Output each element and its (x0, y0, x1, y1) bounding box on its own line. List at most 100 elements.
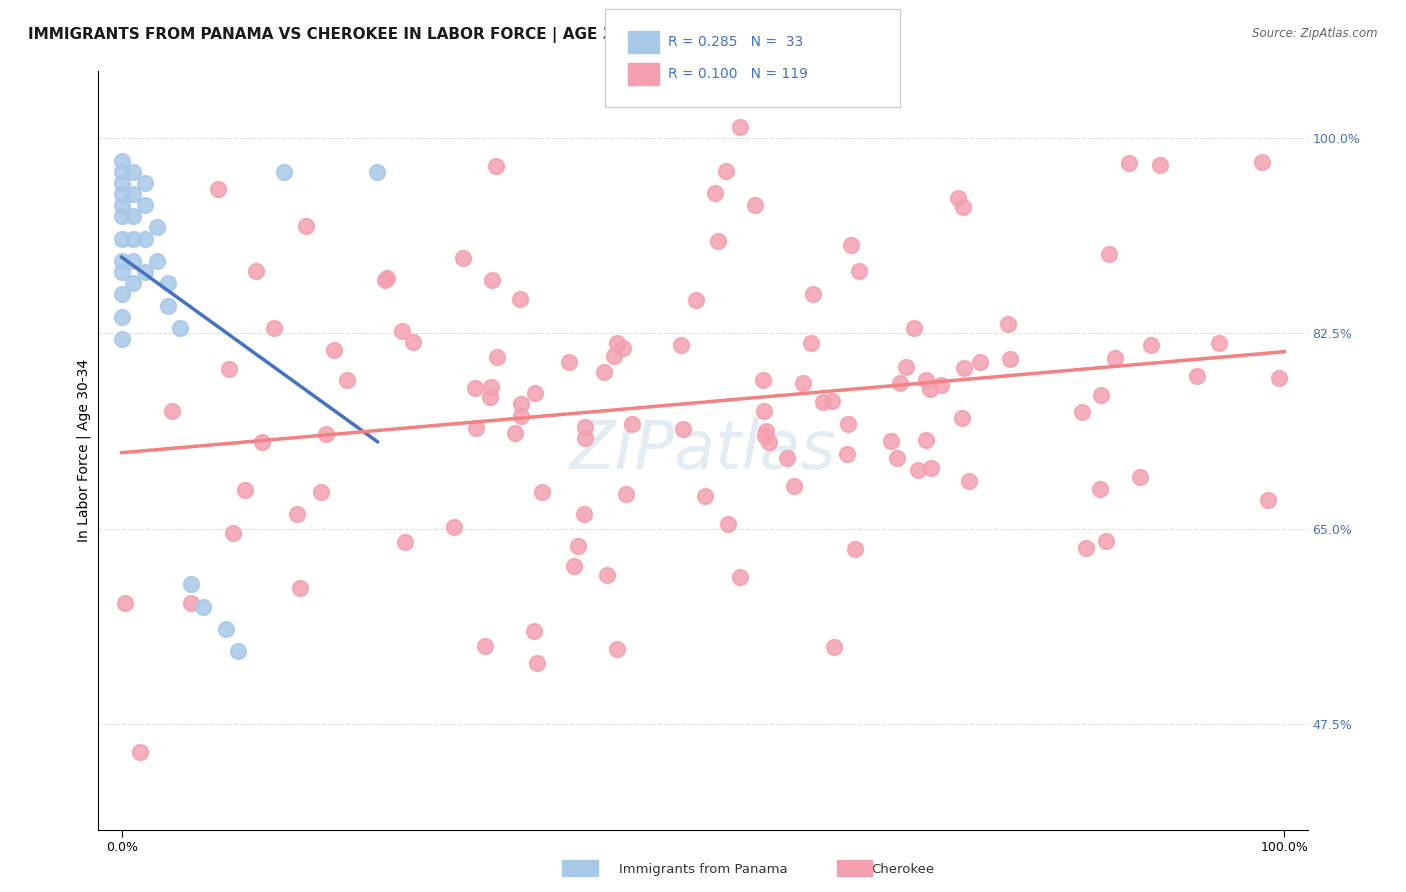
Point (505, 425, 527, 440)
Point (287, 507, 309, 521)
Text: ZIPatlas: ZIPatlas (569, 417, 837, 483)
Point (880, 434, 903, 449)
Point (669, 338, 692, 352)
Point (1098, 247, 1121, 261)
Point (233, 483, 256, 498)
Point (315, 427, 337, 442)
Point (1268, 370, 1291, 384)
Point (800, 336, 823, 351)
Point (602, 349, 624, 363)
Point (111, 232, 134, 246)
Point (263, 321, 285, 335)
Point (474, 640, 496, 654)
Point (969, 355, 991, 369)
Y-axis label: In Labor Force | Age 30-34: In Labor Force | Age 30-34 (77, 359, 91, 542)
Point (509, 409, 531, 423)
Point (1257, 493, 1279, 508)
Point (672, 421, 695, 435)
Point (1140, 338, 1163, 352)
Point (744, 197, 766, 211)
Point (245, 264, 267, 278)
Point (366, 165, 388, 179)
Point (728, 570, 751, 584)
Point (752, 404, 775, 418)
Point (122, 254, 145, 268)
Point (776, 451, 799, 466)
Point (526, 656, 548, 670)
Point (886, 451, 908, 466)
Point (1074, 541, 1097, 555)
Text: Cherokee: Cherokee (872, 863, 935, 876)
Point (111, 265, 134, 279)
Point (1187, 368, 1209, 383)
Point (180, 577, 202, 591)
Point (336, 373, 359, 387)
Point (915, 373, 938, 387)
Point (134, 232, 156, 246)
Point (695, 489, 717, 503)
Point (953, 361, 976, 376)
Point (145, 220, 167, 235)
Point (465, 421, 488, 435)
Text: Immigrants from Panama: Immigrants from Panama (619, 863, 787, 876)
Point (903, 321, 925, 335)
Point (162, 404, 184, 418)
Point (946, 191, 969, 205)
Point (443, 520, 465, 534)
Point (522, 624, 544, 638)
Point (145, 254, 167, 268)
Point (157, 299, 180, 313)
Point (567, 539, 589, 553)
Point (134, 176, 156, 190)
Point (920, 382, 942, 396)
Point (402, 335, 425, 350)
Point (1149, 158, 1171, 172)
Point (755, 424, 778, 438)
Point (479, 380, 502, 394)
Point (612, 341, 634, 355)
Point (1090, 388, 1112, 402)
Point (811, 395, 834, 409)
Point (915, 433, 938, 447)
Point (707, 234, 730, 248)
Text: R = 0.285   N =  33: R = 0.285 N = 33 (668, 35, 803, 49)
Point (823, 640, 845, 654)
Point (122, 277, 145, 291)
Point (620, 417, 643, 431)
Point (478, 390, 501, 404)
Point (751, 373, 773, 387)
Point (134, 265, 156, 279)
Point (134, 198, 156, 212)
Point (837, 417, 859, 431)
Point (998, 351, 1021, 366)
Point (1104, 351, 1126, 366)
Point (391, 324, 413, 338)
Point (122, 232, 145, 246)
Point (122, 165, 145, 179)
Point (122, 210, 145, 224)
Point (1090, 482, 1112, 496)
Point (250, 435, 273, 450)
Point (226, 644, 249, 658)
Point (835, 447, 858, 461)
Point (394, 535, 416, 549)
Point (558, 354, 581, 368)
Point (288, 581, 311, 595)
Point (273, 165, 295, 179)
Point (574, 431, 596, 445)
Point (920, 460, 942, 475)
Point (889, 376, 911, 391)
Point (322, 343, 344, 358)
Point (111, 210, 134, 224)
Point (574, 420, 596, 434)
Point (486, 350, 509, 364)
Point (309, 485, 332, 500)
Point (952, 200, 974, 214)
Point (997, 317, 1019, 331)
Point (614, 487, 637, 501)
Point (950, 411, 973, 425)
Point (451, 251, 474, 265)
Point (207, 181, 229, 195)
Point (191, 599, 214, 614)
Point (111, 287, 134, 301)
